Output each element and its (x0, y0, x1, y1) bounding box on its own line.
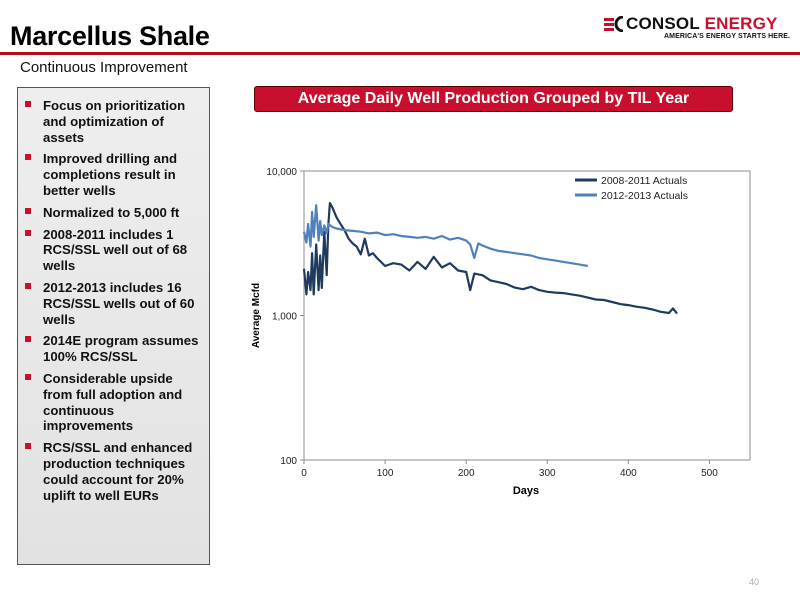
bullet-item: 2014E program assumes 100% RCS/SSL (24, 333, 205, 365)
page-number: 40 (749, 577, 760, 587)
logo-name-part1: CONSOL (626, 14, 700, 33)
bullet-item: Improved drilling and completions result… (24, 151, 205, 198)
bullet-marker-icon (25, 443, 31, 450)
bullet-item: RCS/SSL and enhanced production techniqu… (24, 440, 205, 503)
bullet-item: Considerable upside from full adoption a… (24, 371, 205, 434)
bullet-item: 2012-2013 includes 16 RCS/SSL wells out … (24, 280, 205, 327)
bullet-item: Normalized to 5,000 ft (24, 205, 205, 221)
x-axis-title: Days (513, 485, 539, 497)
bullet-item: Focus on prioritization and optimization… (24, 98, 205, 145)
bullet-item: 2008-2011 includes 1 RCS/SSL well out of… (24, 227, 205, 274)
legend-label-2: 2012-2013 Actuals (601, 190, 688, 202)
logo-wordmark: CONSOL ENERGY (626, 14, 778, 34)
x-tick-label: 300 (539, 468, 556, 479)
logo-name-part2: ENERGY (704, 14, 778, 33)
bullet-marker-icon (25, 229, 31, 236)
plot-area (303, 170, 751, 461)
bullet-panel: Focus on prioritization and optimization… (17, 87, 210, 565)
bullet-text: Improved drilling and completions result… (43, 151, 178, 198)
chart-title-banner: Average Daily Well Production Grouped by… (254, 86, 733, 112)
x-tick-label: 200 (458, 468, 475, 479)
bullet-marker-icon (25, 101, 31, 107)
bullet-text: 2008-2011 includes 1 RCS/SSL well out of… (43, 226, 188, 274)
bullet-text: Considerable upside from full adoption a… (43, 370, 183, 434)
x-tick-label: 0 (301, 468, 307, 479)
y-axis-title: Average Mcfd (251, 283, 262, 348)
series-line-1 (302, 201, 678, 315)
x-tick-label: 400 (620, 468, 637, 479)
bullet-marker-icon (25, 154, 31, 161)
bullet-text: RCS/SSL and enhanced production techniqu… (43, 440, 193, 503)
y-tick-label: 1,000 (272, 312, 297, 323)
bullet-text: 2014E program assumes 100% RCS/SSL (43, 333, 199, 365)
title-divider (0, 52, 800, 55)
production-line-chart: 0 100 200 300 400 500 100 1,000 10,000 Days Averag… (251, 167, 751, 497)
slide-subtitle: Continuous Improvement (20, 59, 188, 76)
bullet-marker-icon (25, 336, 31, 343)
series-line-2 (302, 204, 588, 268)
bullet-text: 2012-2013 includes 16 RCS/SSL wells out … (43, 279, 195, 327)
x-tick-label: 500 (701, 468, 718, 479)
bullet-marker-icon (25, 373, 31, 380)
slide-title: Marcellus Shale (10, 21, 210, 51)
bullet-text: Focus on prioritization and optimization… (43, 98, 186, 145)
y-tick-label: 10,000 (266, 167, 297, 178)
x-tick-label: 100 (377, 468, 394, 479)
bullet-marker-icon (25, 207, 31, 214)
bullet-marker-icon (25, 282, 31, 289)
consol-energy-logo: CONSOL ENERGY AMERICA'S ENERGY STARTS HE… (604, 14, 794, 44)
y-tick-label: 100 (280, 456, 297, 467)
legend-label-1: 2008-2011 Actuals (601, 175, 687, 187)
logo-mark-icon (604, 16, 624, 32)
bullet-text: Normalized to 5,000 ft (43, 204, 180, 220)
bullet-list: Focus on prioritization and optimization… (18, 88, 209, 503)
logo-tagline: AMERICA'S ENERGY STARTS HERE. (664, 33, 791, 40)
